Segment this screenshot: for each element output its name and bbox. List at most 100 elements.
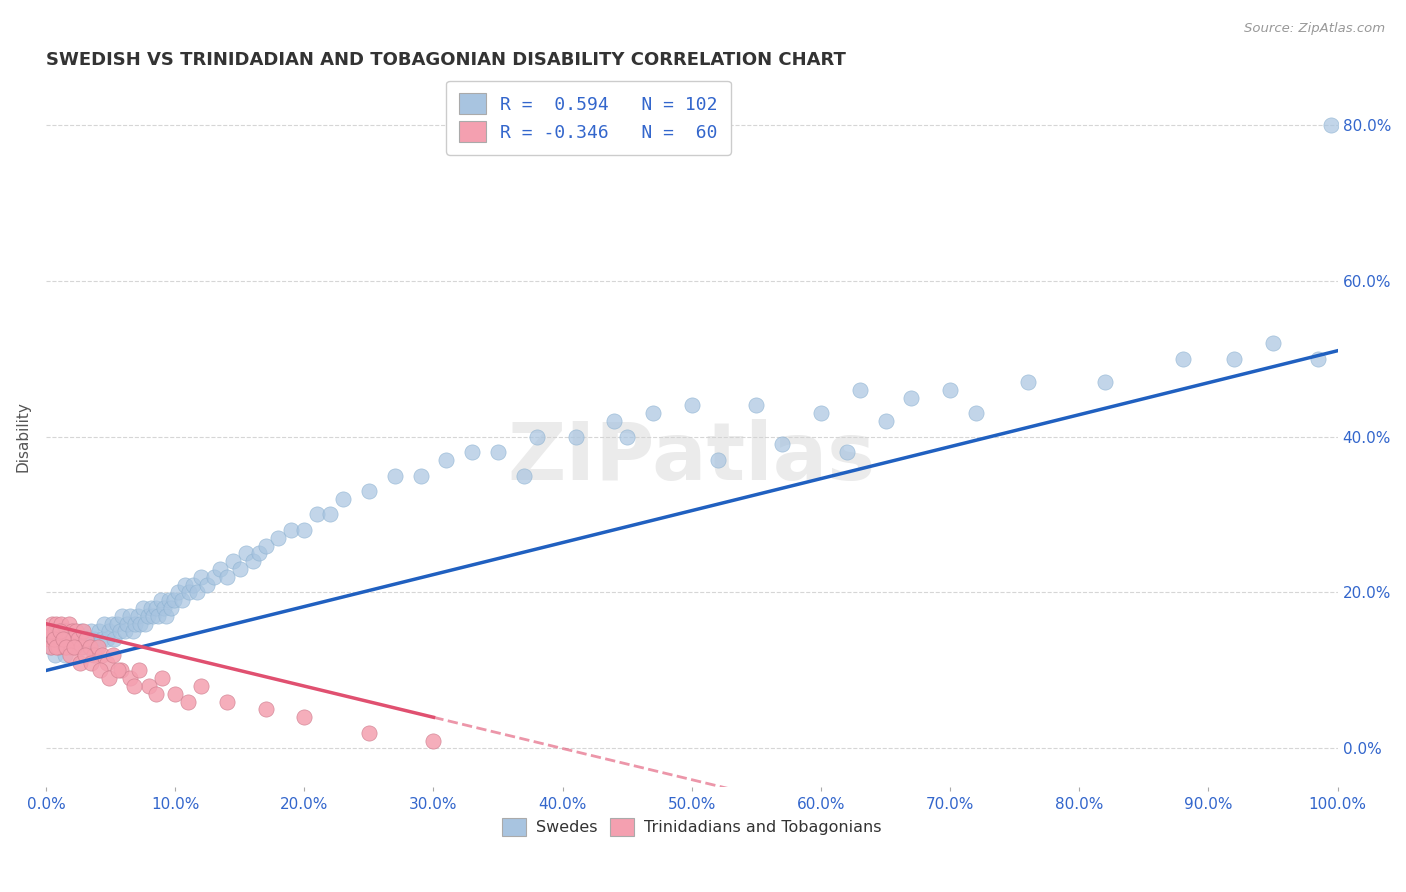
Point	[564, 429, 586, 443]
Point	[62, 624, 84, 639]
Point	[242, 554, 264, 568]
Point	[1308, 351, 1330, 366]
Point	[132, 601, 155, 615]
Point	[62, 632, 84, 647]
Point	[45, 616, 67, 631]
Point	[1261, 335, 1284, 350]
Point	[101, 648, 124, 662]
Point	[134, 616, 156, 631]
Point	[197, 577, 219, 591]
Point	[39, 624, 62, 639]
Point	[148, 608, 170, 623]
Point	[51, 616, 73, 631]
Point	[202, 570, 225, 584]
Point	[641, 406, 664, 420]
Point	[770, 437, 793, 451]
Point	[53, 624, 76, 639]
Point	[163, 593, 186, 607]
Point	[86, 640, 108, 654]
Point	[186, 585, 208, 599]
Point	[96, 632, 118, 647]
Point	[52, 632, 75, 647]
Point	[103, 632, 125, 647]
Point	[56, 632, 79, 647]
Point	[150, 671, 173, 685]
Point	[165, 687, 187, 701]
Point	[80, 624, 103, 639]
Point	[38, 632, 60, 647]
Point	[1017, 375, 1039, 389]
Point	[706, 453, 728, 467]
Point	[58, 616, 80, 631]
Point	[160, 601, 183, 615]
Point	[42, 632, 65, 647]
Point	[526, 429, 548, 443]
Point	[87, 624, 110, 639]
Point	[52, 632, 75, 647]
Point	[59, 648, 82, 662]
Point	[127, 608, 149, 623]
Point	[110, 664, 132, 678]
Point	[1171, 351, 1194, 366]
Point	[384, 468, 406, 483]
Point	[111, 608, 134, 623]
Point	[357, 726, 380, 740]
Point	[152, 601, 174, 615]
Point	[38, 624, 60, 639]
Point	[513, 468, 536, 483]
Point	[77, 640, 100, 654]
Point	[98, 624, 121, 639]
Point	[44, 624, 66, 639]
Point	[52, 632, 75, 647]
Point	[59, 640, 82, 654]
Point	[136, 608, 159, 623]
Point	[46, 640, 69, 654]
Point	[80, 656, 103, 670]
Text: SWEDISH VS TRINIDADIAN AND TOBAGONIAN DISABILITY CORRELATION CHART: SWEDISH VS TRINIDADIAN AND TOBAGONIAN DI…	[46, 51, 846, 69]
Point	[38, 640, 60, 654]
Point	[41, 632, 63, 647]
Point	[157, 593, 180, 607]
Point	[63, 640, 86, 654]
Point	[235, 547, 257, 561]
Point	[53, 640, 76, 654]
Point	[292, 710, 315, 724]
Point	[90, 632, 112, 647]
Point	[44, 648, 66, 662]
Point	[149, 593, 172, 607]
Point	[46, 624, 69, 639]
Point	[69, 656, 91, 670]
Point	[307, 508, 329, 522]
Point	[42, 632, 65, 647]
Point	[145, 687, 167, 701]
Point	[215, 695, 238, 709]
Point	[49, 640, 72, 654]
Point	[190, 679, 212, 693]
Point	[138, 679, 160, 693]
Point	[107, 664, 129, 678]
Point	[72, 640, 94, 654]
Legend: Swedes, Trinidadians and Tobagonians: Swedes, Trinidadians and Tobagonians	[496, 812, 887, 843]
Point	[174, 577, 197, 591]
Point	[75, 632, 97, 647]
Point	[177, 695, 200, 709]
Point	[939, 383, 962, 397]
Text: ZIPatlas: ZIPatlas	[508, 418, 876, 497]
Point	[121, 624, 143, 639]
Point	[434, 453, 457, 467]
Point	[848, 383, 870, 397]
Text: Source: ZipAtlas.com: Source: ZipAtlas.com	[1244, 22, 1385, 36]
Point	[45, 640, 67, 654]
Point	[357, 484, 380, 499]
Point	[810, 406, 832, 420]
Point	[101, 616, 124, 631]
Point	[79, 640, 101, 654]
Point	[60, 624, 83, 639]
Point	[616, 429, 638, 443]
Point	[603, 414, 626, 428]
Point	[422, 733, 444, 747]
Point	[128, 664, 150, 678]
Point	[247, 547, 270, 561]
Point	[280, 523, 302, 537]
Point	[222, 554, 245, 568]
